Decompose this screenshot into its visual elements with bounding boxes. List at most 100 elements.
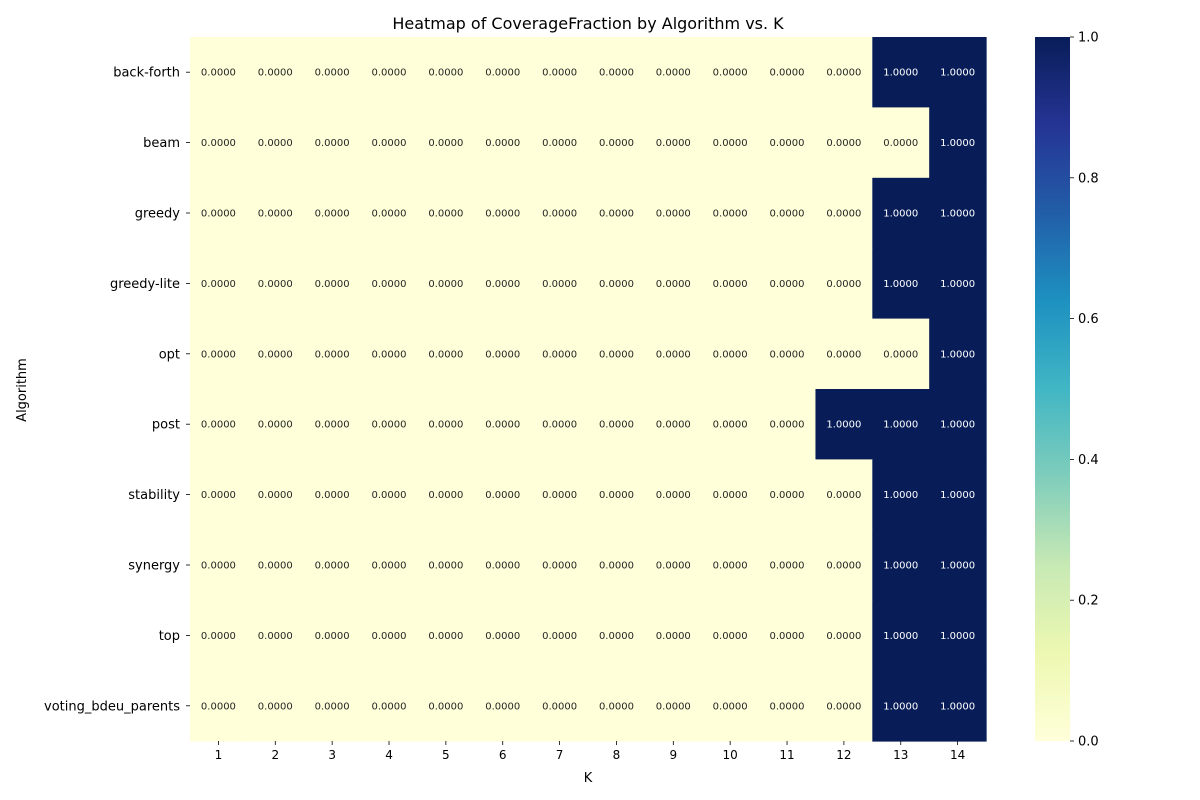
x-tick-label: 10 <box>723 748 738 762</box>
cell-value-label: 1.0000 <box>883 701 918 712</box>
cell-value-label: 0.0000 <box>201 138 236 149</box>
cell-value-label: 0.0000 <box>883 138 918 149</box>
cell-value-label: 0.0000 <box>826 349 861 360</box>
colorbar-tick-label: 0.0 <box>1078 735 1099 750</box>
heatmap-cell <box>190 670 248 742</box>
cell-value-label: 1.0000 <box>940 138 975 149</box>
heatmap-cell <box>929 459 987 531</box>
heatmap-cell <box>701 248 760 320</box>
cell-value-label: 0.0000 <box>258 68 293 79</box>
heatmap-cell <box>644 107 703 179</box>
heatmap-cells <box>190 37 987 742</box>
cell-value-label: 0.0000 <box>713 138 748 149</box>
heatmap-cell <box>190 248 248 320</box>
heatmap-cell <box>417 318 475 390</box>
heatmap-cell <box>701 529 760 601</box>
cell-value-label: 0.0000 <box>315 138 350 149</box>
heatmap-cell <box>588 318 646 390</box>
heatmap-cell <box>644 459 703 531</box>
cell-value-label: 0.0000 <box>770 701 805 712</box>
cell-value-label: 0.0000 <box>201 420 236 431</box>
heatmap-cell <box>246 459 305 531</box>
heatmap-cell <box>360 600 419 672</box>
cell-value-label: 0.0000 <box>258 701 293 712</box>
x-tick-label: 7 <box>556 748 564 762</box>
x-axis-ticks: 1 2 3 4 5 6 7 8 9 10 11 12 13 14 <box>215 741 965 762</box>
heatmap-cell <box>588 37 646 108</box>
cell-value-label: 0.0000 <box>428 349 463 360</box>
heatmap-cell <box>644 389 703 460</box>
heatmap-cell <box>474 37 532 108</box>
heatmap-cell <box>531 248 589 320</box>
heatmap-cell <box>360 318 419 390</box>
cell-value-label: 1.0000 <box>940 701 975 712</box>
cell-value-label: 0.0000 <box>372 631 407 642</box>
heatmap-cell <box>303 107 362 179</box>
x-tick-label: 12 <box>836 748 851 762</box>
heatmap-cell <box>872 37 930 108</box>
heatmap-cell <box>303 670 362 742</box>
cell-value-label: 0.0000 <box>258 420 293 431</box>
cell-value-label: 0.0000 <box>485 68 520 79</box>
cell-value-label: 0.0000 <box>258 209 293 220</box>
cell-value-label: 0.0000 <box>315 68 350 79</box>
cell-value-label: 0.0000 <box>258 490 293 501</box>
cell-value-label: 0.0000 <box>201 561 236 572</box>
cell-value-label: 0.0000 <box>542 701 577 712</box>
heatmap-cell <box>644 670 703 742</box>
y-tick-label: back-forth <box>113 66 180 81</box>
heatmap-cell <box>701 318 760 390</box>
colorbar-tick-label: 0.4 <box>1078 453 1099 468</box>
colorbar: 0.0 0.2 0.4 0.6 0.8 1.0 <box>1035 31 1099 750</box>
cell-value-label: 0.0000 <box>713 420 748 431</box>
heatmap-cell <box>872 459 930 531</box>
cell-value-label: 0.0000 <box>428 420 463 431</box>
heatmap-cell <box>531 318 589 390</box>
cell-value-label: 0.0000 <box>428 68 463 79</box>
heatmap-cell <box>872 389 930 460</box>
cell-value-label: 0.0000 <box>713 701 748 712</box>
y-tick-label: opt <box>159 347 180 362</box>
heatmap-cell <box>758 318 817 390</box>
cell-value-label: 0.0000 <box>485 701 520 712</box>
y-tick-label: stability <box>128 488 180 503</box>
heatmap-cell <box>644 600 703 672</box>
cell-value-label: 0.0000 <box>372 490 407 501</box>
cell-value-label: 0.0000 <box>201 68 236 79</box>
heatmap-cell <box>701 107 760 179</box>
cell-value-label: 1.0000 <box>883 561 918 572</box>
heatmap-cell <box>815 318 873 390</box>
heatmap-cell <box>190 529 248 601</box>
heatmap-cell <box>190 107 248 179</box>
heatmap-cell <box>246 670 305 742</box>
cell-value-label: 1.0000 <box>940 349 975 360</box>
y-axis-ticks: back-forth beam greedy greedy-lite opt post st… <box>44 66 190 714</box>
heatmap-cell <box>872 529 930 601</box>
cell-value-label: 0.0000 <box>656 209 691 220</box>
cell-value-label: 0.0000 <box>713 209 748 220</box>
colorbar-tick-label: 0.8 <box>1078 171 1099 186</box>
heatmap-cell <box>758 107 817 179</box>
heatmap-cell <box>303 459 362 531</box>
cell-value-label: 0.0000 <box>656 701 691 712</box>
cell-value-label: 0.0000 <box>315 279 350 290</box>
heatmap-cell <box>474 177 532 249</box>
heatmap-cell <box>246 177 305 249</box>
x-axis-label: K <box>584 771 593 786</box>
heatmap-cell <box>929 177 987 249</box>
cell-value-label: 0.0000 <box>826 68 861 79</box>
cell-value-label: 0.0000 <box>485 279 520 290</box>
cell-value-label: 0.0000 <box>372 420 407 431</box>
cell-value-label: 0.0000 <box>258 349 293 360</box>
colorbar-tick-label: 0.6 <box>1078 312 1099 327</box>
heatmap-cell <box>644 248 703 320</box>
heatmap-cell <box>417 107 475 179</box>
cell-value-label: 0.0000 <box>826 279 861 290</box>
cell-value-label: 0.0000 <box>372 701 407 712</box>
heatmap-cell <box>474 318 532 390</box>
cell-value-label: 0.0000 <box>315 420 350 431</box>
heatmap-cell <box>701 389 760 460</box>
cell-value-label: 0.0000 <box>599 68 634 79</box>
cell-value-label: 0.0000 <box>201 631 236 642</box>
heatmap-cell <box>360 248 419 320</box>
